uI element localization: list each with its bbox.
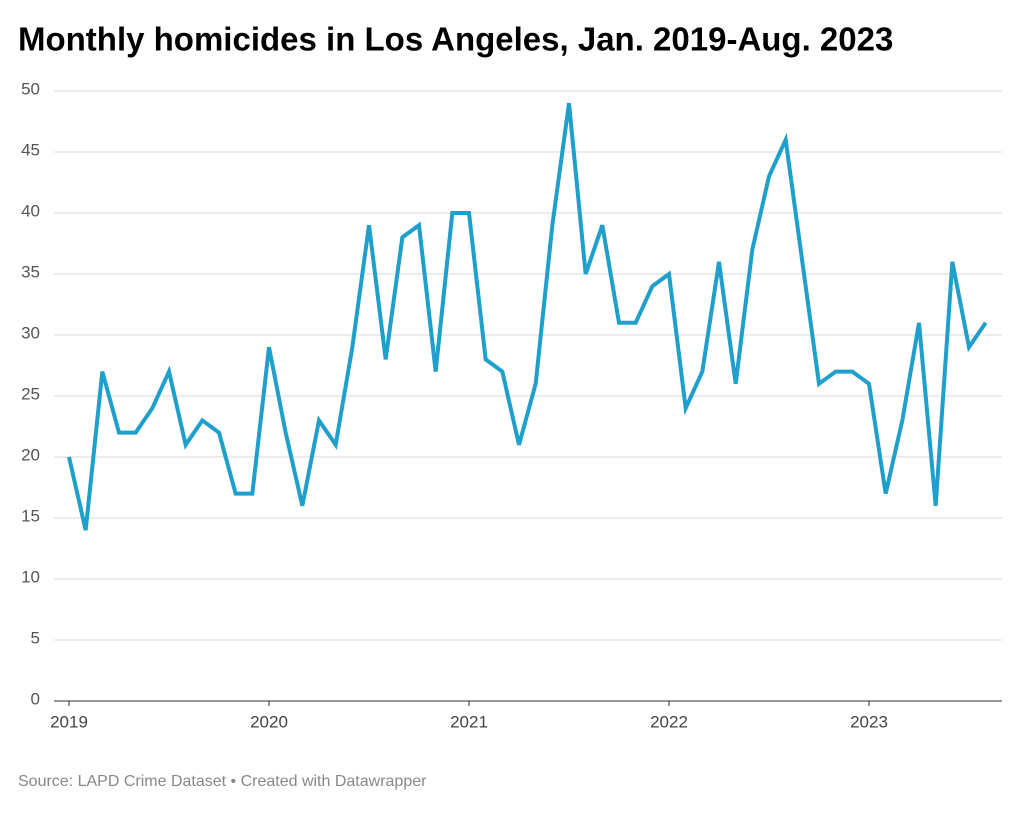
data-line xyxy=(67,102,988,531)
x-tick-label: 2020 xyxy=(250,712,288,731)
y-tick-label: 35 xyxy=(21,262,40,281)
y-tick-label: 0 xyxy=(31,689,40,708)
y-tick-label: 40 xyxy=(21,201,40,220)
y-tick-label: 5 xyxy=(31,628,40,647)
x-tick-label: 2019 xyxy=(50,712,88,731)
y-tick-label: 25 xyxy=(21,384,40,403)
y-tick-label: 30 xyxy=(21,323,40,342)
y-tick-label: 20 xyxy=(21,445,40,464)
y-tick-label: 45 xyxy=(21,140,40,159)
y-tick-label: 50 xyxy=(21,79,40,98)
x-tick-label: 2023 xyxy=(850,712,888,731)
y-tick-label: 10 xyxy=(21,567,40,586)
chart-title: Monthly homicides in Los Angeles, Jan. 2… xyxy=(18,21,893,58)
x-tick-label: 2021 xyxy=(450,712,488,731)
source-note: Source: LAPD Crime Dataset • Created wit… xyxy=(18,773,427,790)
y-tick-label: 15 xyxy=(21,506,40,525)
x-tick-label: 2022 xyxy=(650,712,688,731)
